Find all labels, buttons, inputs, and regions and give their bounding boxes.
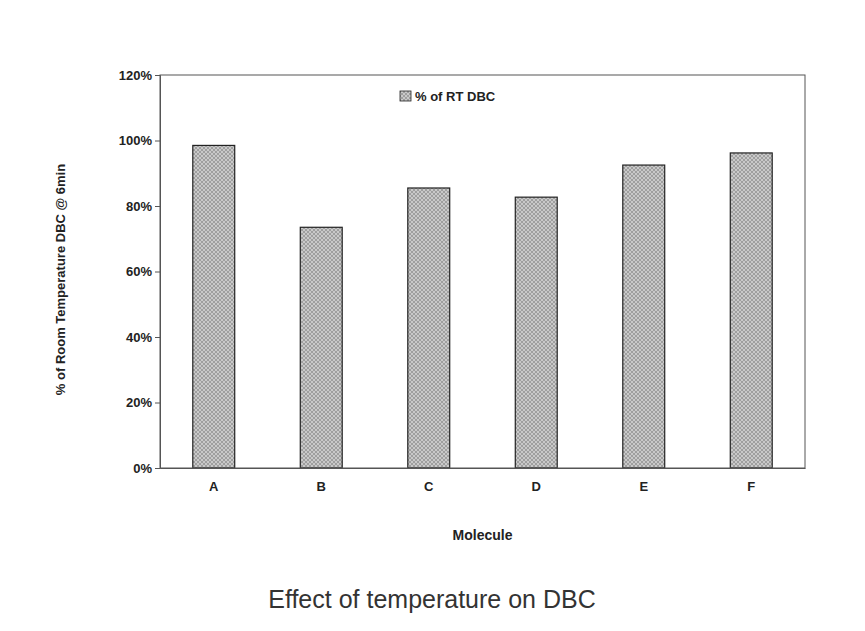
x-tick-label: E xyxy=(639,479,648,494)
x-tick-label: C xyxy=(424,479,434,494)
x-tick-label: B xyxy=(317,479,326,494)
y-tick-mark xyxy=(155,141,160,142)
chart-title: Effect of temperature on DBC xyxy=(268,585,595,613)
x-tick-label: D xyxy=(532,479,541,494)
y-tick-label: 60% xyxy=(126,264,152,279)
x-axis: A B C D E F xyxy=(161,468,806,494)
x-tick: F xyxy=(747,468,755,494)
y-tick-mark xyxy=(155,272,160,273)
legend: % of RT DBC xyxy=(400,89,496,104)
y-tick-label: 100% xyxy=(119,133,153,148)
y-tick-mark xyxy=(155,403,160,404)
y-tick-label: 120% xyxy=(119,68,153,83)
bar xyxy=(300,227,342,468)
bar xyxy=(193,145,235,468)
y-tick-label: 20% xyxy=(126,395,152,410)
y-axis-line xyxy=(155,76,161,469)
y-tick: 0% xyxy=(133,461,160,476)
chart: 0% 20% 40% 60% 80% 100% 120% A B C D E F Molecule % of… xyxy=(0,0,865,631)
plot-frame xyxy=(160,75,805,468)
x-axis-line xyxy=(161,468,806,469)
y-tick: 60% xyxy=(126,264,160,279)
y-tick-mark xyxy=(155,468,160,469)
y-tick-label: 40% xyxy=(126,330,152,345)
bar xyxy=(408,188,450,468)
y-tick: 20% xyxy=(126,395,160,410)
x-tick-label: A xyxy=(209,479,219,494)
y-tick-mark xyxy=(155,206,160,207)
y-tick-label: 0% xyxy=(133,461,152,476)
legend-label: % of RT DBC xyxy=(415,89,496,104)
y-tick: 100% xyxy=(119,133,160,148)
x-tick: C xyxy=(424,468,434,494)
x-tick: A xyxy=(209,468,219,494)
bar xyxy=(515,197,557,468)
legend-swatch xyxy=(400,91,411,101)
bar xyxy=(623,165,665,468)
bars xyxy=(193,145,772,468)
x-tick: E xyxy=(639,468,648,494)
y-axis: 0% 20% 40% 60% 80% 100% 120% xyxy=(119,68,161,476)
y-tick-label: 80% xyxy=(126,199,152,214)
y-tick-mark xyxy=(155,75,160,76)
bar xyxy=(730,153,772,468)
x-axis-title: Molecule xyxy=(453,527,513,543)
y-tick: 120% xyxy=(119,68,160,83)
x-tick: D xyxy=(532,468,541,494)
y-tick-mark xyxy=(155,337,160,338)
y-axis-title: % of Room Temperature DBC @ 6min xyxy=(53,164,68,395)
y-tick: 40% xyxy=(126,330,160,345)
x-tick: B xyxy=(317,468,326,494)
y-tick: 80% xyxy=(126,199,160,214)
x-tick-label: F xyxy=(747,479,755,494)
